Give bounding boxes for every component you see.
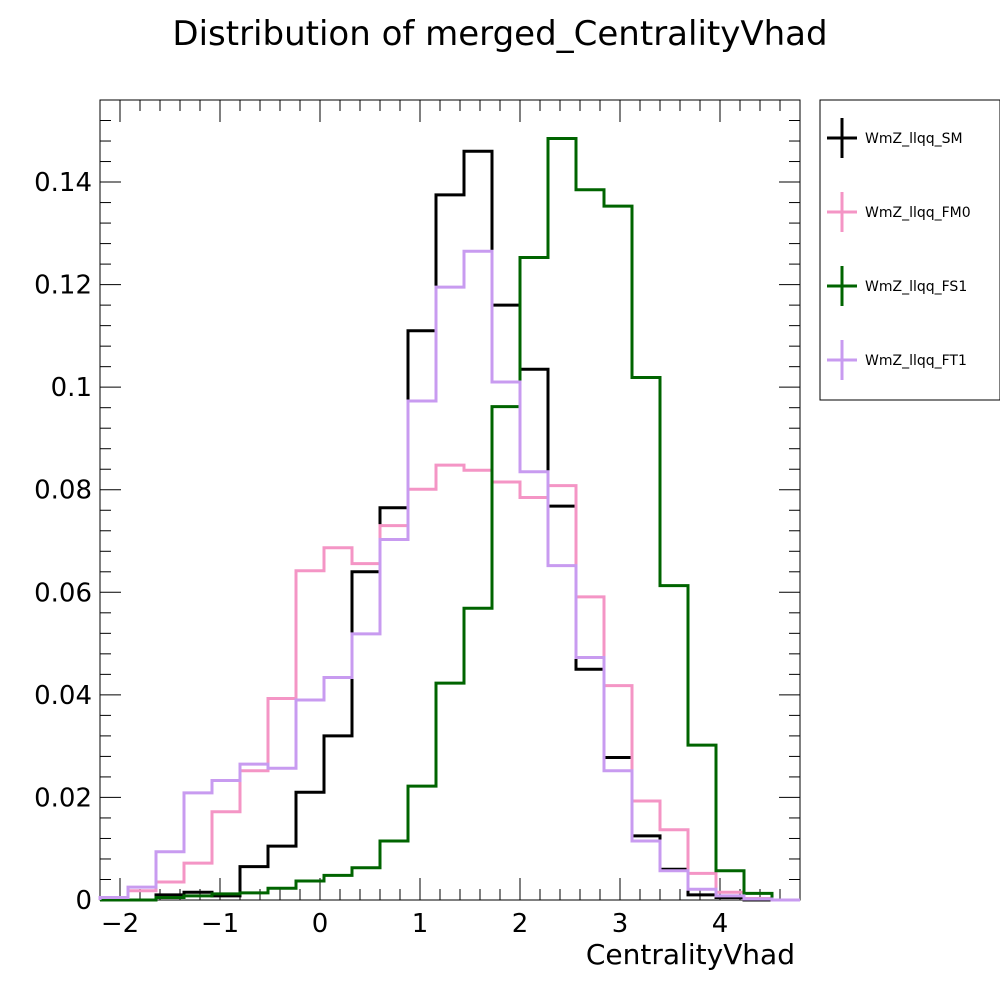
tick-labels: −2 −1 0 1 2 3 4 0 0.02 0.04 0.06 0.08 0.1 0.12 0.14 [34,168,728,939]
series-line-1 [98,463,800,902]
series-line-0 [100,149,800,902]
legend-label: WmZ_llqq_FT1 [865,353,967,369]
x-tick-label: −2 [101,909,139,939]
series-layer [98,136,800,902]
plot-frame [99,99,801,901]
y-tick-label: 0.14 [34,168,92,198]
legend: WmZ_llqq_SM WmZ_llqq_FM0 WmZ_llqq_FS1 WmZ_l… [819,99,1000,401]
x-axis-label: CentralityVhad [586,938,795,971]
legend-label: WmZ_llqq_FS1 [865,279,967,295]
y-tick-label: 0.04 [34,681,92,711]
legend-entry: WmZ_llqq_FT1 [827,340,967,380]
legend-entry: WmZ_llqq_FM0 [827,192,971,232]
y-tick-label: 0.08 [34,476,92,506]
y-tick-label: 0.06 [34,578,92,608]
x-tick-label: 1 [412,909,429,939]
y-tick-label: 0 [75,886,92,916]
y-tick-label: 0.02 [34,783,92,813]
series-line-3 [98,249,800,902]
x-tick-label: −1 [201,909,239,939]
legend-label: WmZ_llqq_FM0 [865,205,971,221]
series-line-2 [100,136,800,902]
x-tick-label: 3 [612,909,629,939]
x-tick-label: 0 [312,909,329,939]
chart-title: Distribution of merged_CentralityVhad [172,14,827,54]
legend-entries: WmZ_llqq_SM WmZ_llqq_FM0 WmZ_llqq_FS1 WmZ_l… [827,118,971,380]
y-tick-label: 0.12 [34,271,92,301]
x-tick-label: 4 [712,909,729,939]
legend-entry: WmZ_llqq_SM [827,118,963,158]
legend-entry: WmZ_llqq_FS1 [827,266,967,306]
legend-box [819,99,1000,401]
y-tick-label: 0.1 [51,373,92,403]
x-tick-label: 2 [512,909,529,939]
legend-label: WmZ_llqq_SM [865,131,963,147]
